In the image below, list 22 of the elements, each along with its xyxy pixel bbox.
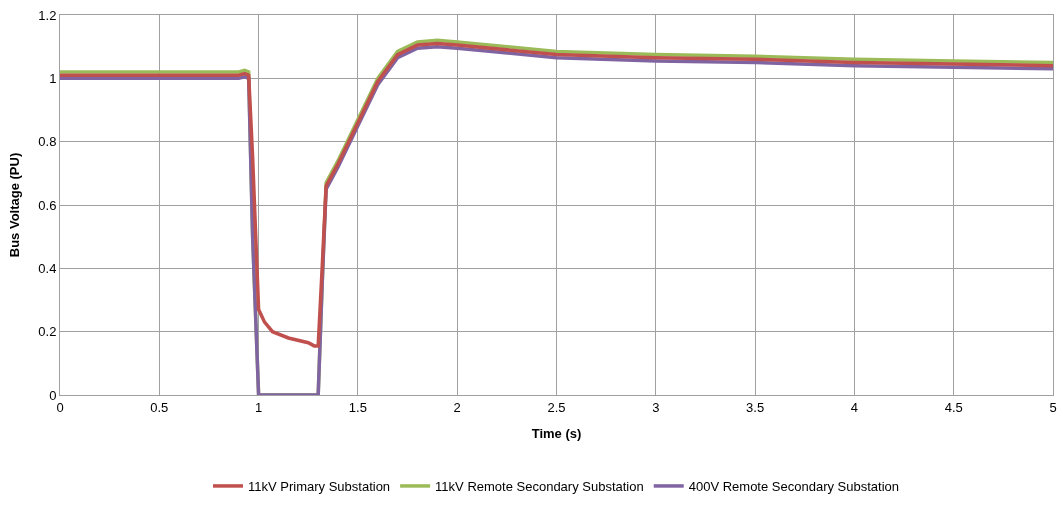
y-tick-label: 1: [49, 70, 57, 86]
x-tick-label: 0.5: [150, 399, 169, 415]
x-tick-label: 2: [453, 399, 461, 415]
x-tick-label: 3: [652, 399, 660, 415]
legend-label: 11kV Remote Secondary Substation: [435, 479, 644, 495]
y-axis-title: Bus Voltage (PU): [7, 152, 23, 258]
y-tick-label: 0.4: [38, 260, 57, 276]
y-tick-label: 0.2: [38, 324, 57, 340]
y-tick-label: 0.6: [38, 197, 57, 213]
x-axis-title: Time (s): [531, 426, 582, 442]
x-tick-label: 1: [254, 399, 263, 415]
legend-label: 400V Remote Secondary Substation: [688, 479, 900, 495]
x-tick-label: 2.5: [547, 399, 566, 415]
x-tick-label: 4: [850, 399, 859, 415]
legend-label: 11kV Primary Substation: [248, 479, 391, 495]
x-tick-label: 1.5: [348, 399, 367, 415]
x-tick-label: 5: [1049, 399, 1057, 415]
x-tick-label: 3.5: [746, 399, 765, 415]
x-tick-label: 4.5: [944, 399, 963, 415]
y-tick-label: 0.8: [38, 134, 57, 150]
y-tick-label: 0: [49, 387, 57, 403]
y-tick-label: 1.2: [38, 7, 57, 23]
